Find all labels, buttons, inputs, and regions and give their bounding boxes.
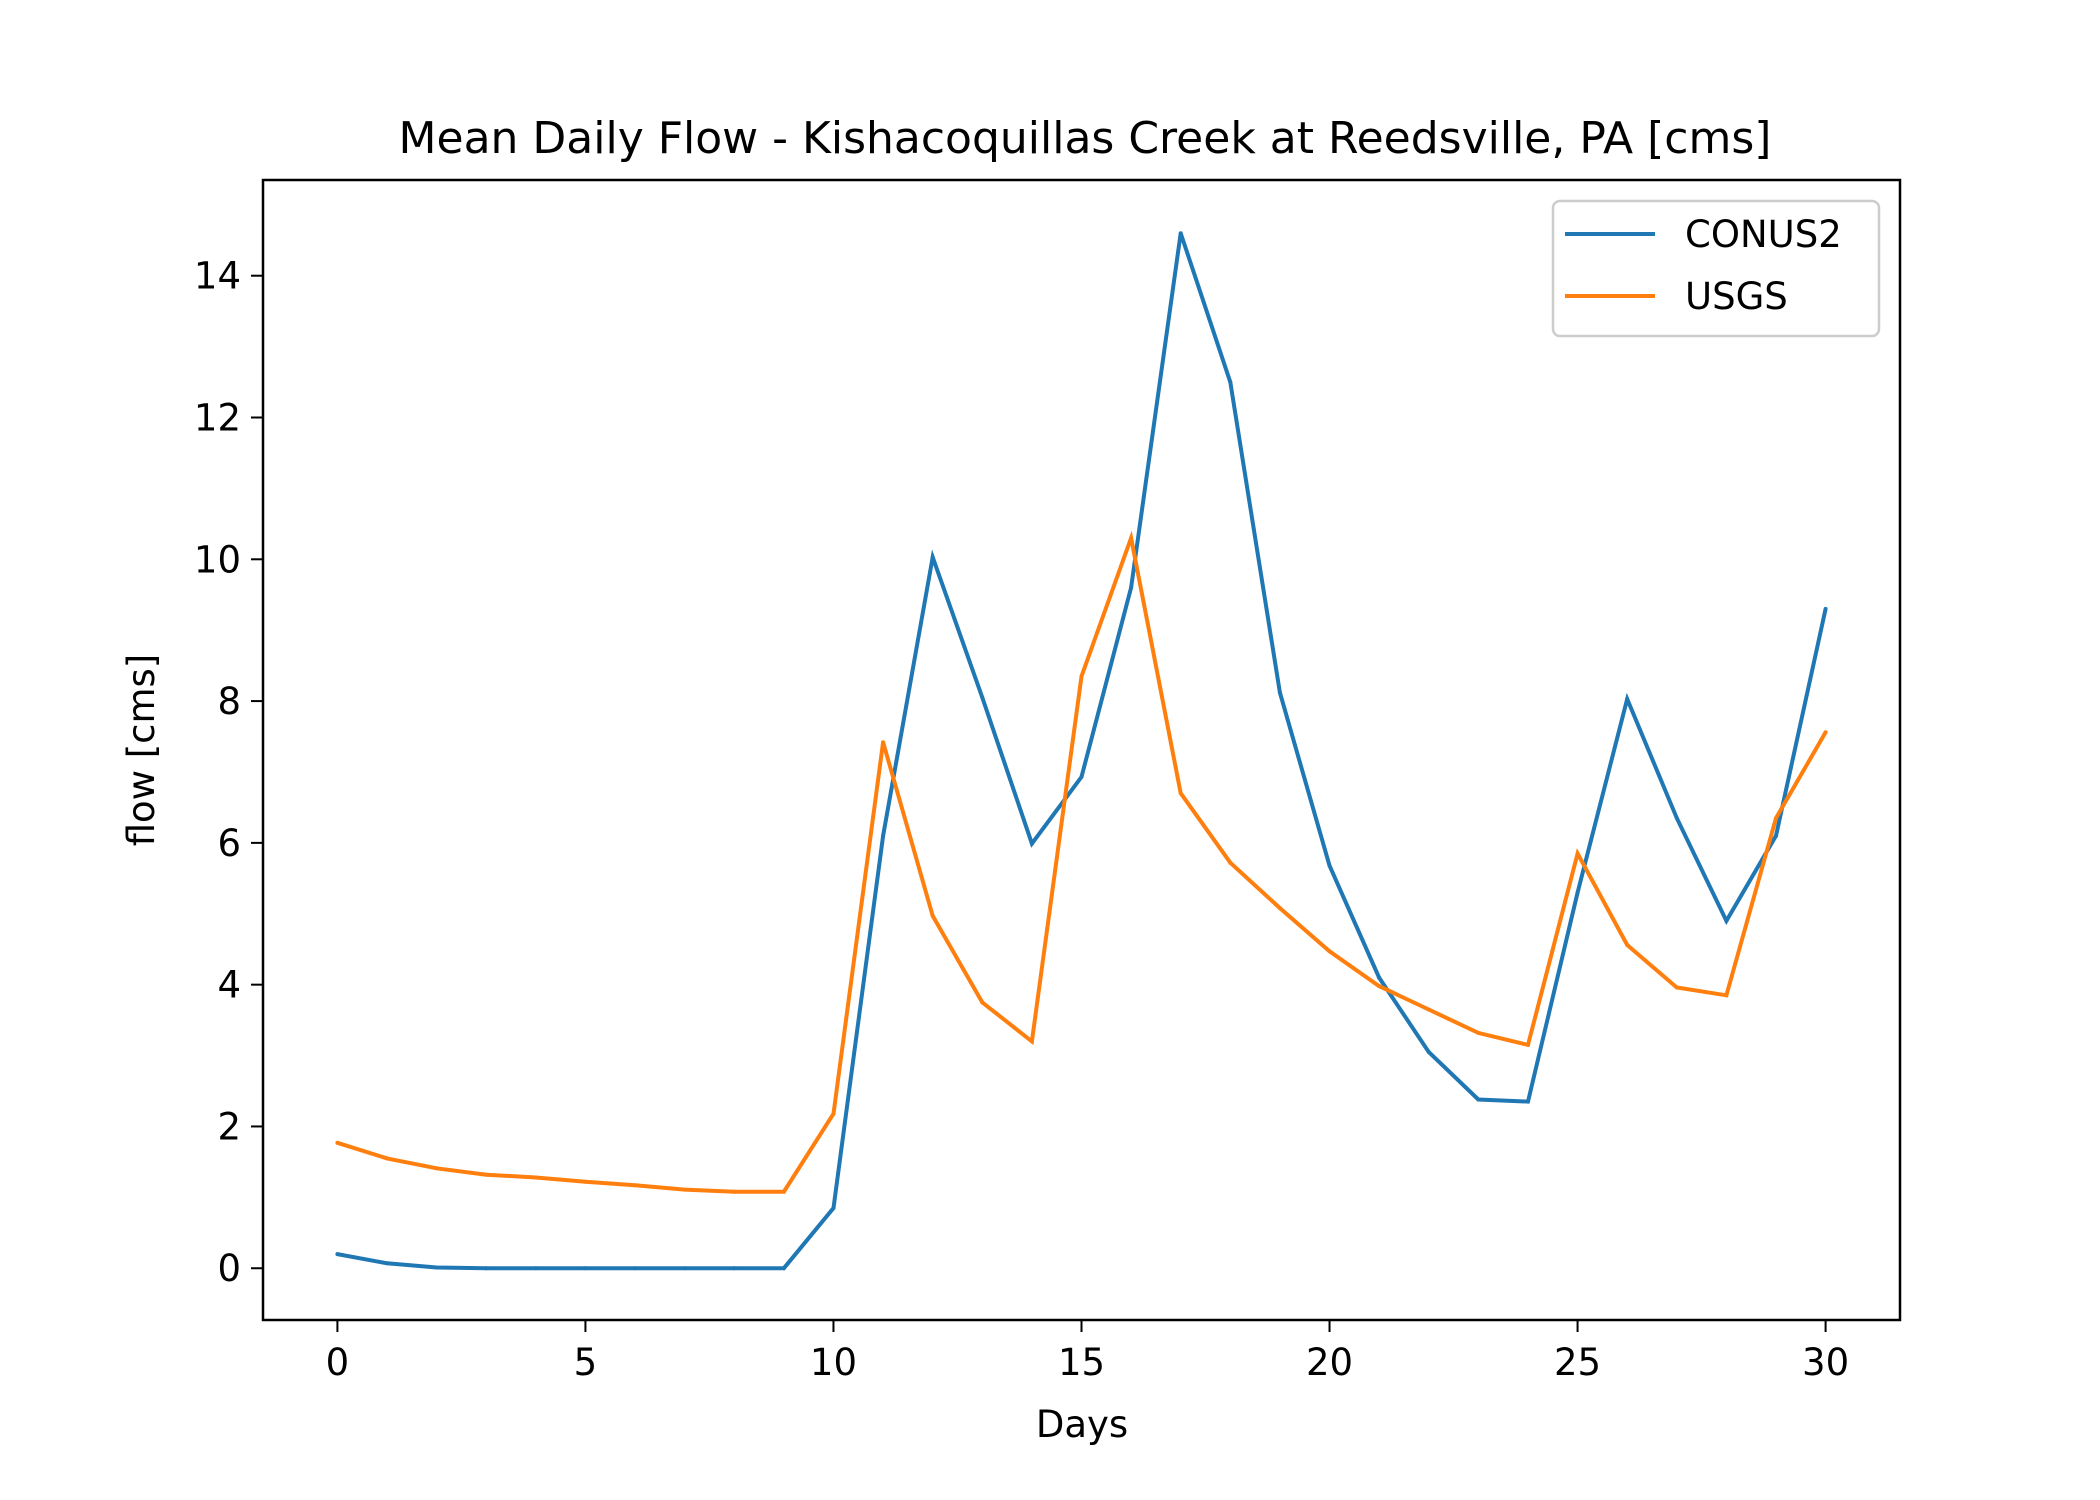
y-tick-label: 8 — [217, 680, 241, 723]
y-tick-label: 14 — [194, 255, 241, 298]
data-point-usgs — [1079, 674, 1084, 679]
legend-label-conus2: CONUS2 — [1685, 213, 1842, 256]
x-tick-label: 15 — [1058, 1341, 1105, 1384]
data-point-usgs — [1674, 985, 1679, 990]
data-point-usgs — [1277, 906, 1282, 911]
x-tick-label: 5 — [574, 1341, 598, 1384]
x-tick-label: 20 — [1306, 1341, 1353, 1384]
data-point-usgs — [1029, 1039, 1034, 1044]
data-point-conus2 — [881, 833, 886, 838]
data-point-conus2 — [1327, 863, 1332, 868]
y-tick-label: 4 — [217, 964, 241, 1007]
data-point-conus2 — [533, 1266, 538, 1271]
data-point-usgs — [533, 1175, 538, 1180]
data-point-conus2 — [1575, 890, 1580, 895]
data-point-conus2 — [1426, 1050, 1431, 1054]
data-point-conus2 — [1178, 231, 1183, 236]
data-point-usgs — [1476, 1030, 1481, 1035]
data-point-conus2 — [831, 1206, 836, 1210]
data-point-usgs — [1228, 860, 1233, 865]
axes-frame — [261, 178, 1902, 1322]
x-tick-label: 30 — [1802, 1341, 1849, 1384]
y-tick-label: 6 — [217, 822, 241, 865]
data-point-conus2 — [1774, 833, 1778, 838]
data-point-usgs — [1625, 943, 1630, 947]
data-point-usgs — [732, 1189, 737, 1194]
legend: CONUS2 USGS — [1551, 199, 1881, 338]
data-point-usgs — [1178, 791, 1183, 796]
data-point-conus2 — [1476, 1097, 1481, 1102]
data-point-conus2 — [1823, 606, 1828, 611]
data-point-conus2 — [1029, 841, 1034, 846]
data-point-conus2 — [633, 1266, 637, 1271]
data-point-conus2 — [781, 1266, 786, 1271]
data-point-conus2 — [385, 1261, 389, 1266]
data-point-conus2 — [1377, 975, 1382, 980]
plot-area — [335, 231, 1828, 1271]
data-point-usgs — [1426, 1007, 1431, 1012]
y-tick-label: 2 — [217, 1105, 241, 1148]
data-point-usgs — [1575, 851, 1580, 856]
data-point-usgs — [385, 1156, 389, 1161]
data-point-conus2 — [1724, 918, 1729, 923]
data-point-usgs — [1526, 1042, 1530, 1047]
data-point-usgs — [633, 1183, 637, 1188]
data-point-usgs — [484, 1172, 489, 1177]
data-point-conus2 — [1277, 690, 1282, 695]
y-tick-label: 10 — [194, 538, 241, 581]
data-point-conus2 — [583, 1266, 588, 1271]
data-point-conus2 — [1079, 774, 1084, 779]
axis-ticks: 0 5 10 15 20 25 30 0 2 4 6 8 10 12 14 — [194, 255, 1849, 1384]
data-point-usgs — [881, 740, 886, 745]
data-point-conus2 — [682, 1266, 687, 1271]
data-point-usgs — [583, 1179, 588, 1184]
data-point-usgs — [1774, 816, 1778, 821]
x-axis-label: Days — [1036, 1403, 1128, 1446]
data-point-conus2 — [980, 695, 985, 700]
legend-label-usgs: USGS — [1685, 275, 1788, 318]
data-point-conus2 — [1228, 380, 1233, 385]
data-point-usgs — [1129, 536, 1134, 540]
data-point-conus2 — [1129, 585, 1134, 590]
data-point-conus2 — [335, 1252, 340, 1257]
data-point-usgs — [1823, 730, 1828, 735]
data-point-conus2 — [434, 1265, 439, 1270]
data-point-conus2 — [1674, 816, 1679, 821]
data-point-usgs — [1724, 993, 1729, 998]
x-tick-label: 0 — [326, 1341, 350, 1384]
data-point-usgs — [1327, 949, 1332, 954]
data-point-usgs — [980, 1000, 985, 1005]
chart-title: Mean Daily Flow - Kishacoquillas Creek a… — [399, 113, 1772, 164]
data-point-conus2 — [930, 555, 935, 560]
data-point-usgs — [831, 1111, 836, 1116]
data-point-conus2 — [1625, 697, 1630, 701]
data-point-usgs — [930, 913, 935, 918]
data-point-usgs — [781, 1189, 786, 1194]
data-point-usgs — [335, 1140, 340, 1145]
y-axis-label: flow [cms] — [120, 654, 163, 847]
data-point-usgs — [434, 1166, 439, 1171]
data-point-conus2 — [1526, 1099, 1530, 1104]
y-tick-label: 12 — [194, 397, 241, 440]
data-point-usgs — [1377, 984, 1382, 989]
x-tick-label: 25 — [1554, 1341, 1601, 1384]
data-point-conus2 — [484, 1266, 489, 1271]
y-tick-label: 0 — [217, 1247, 241, 1290]
data-point-conus2 — [732, 1266, 737, 1271]
x-tick-label: 10 — [810, 1341, 857, 1384]
data-point-usgs — [682, 1187, 687, 1192]
